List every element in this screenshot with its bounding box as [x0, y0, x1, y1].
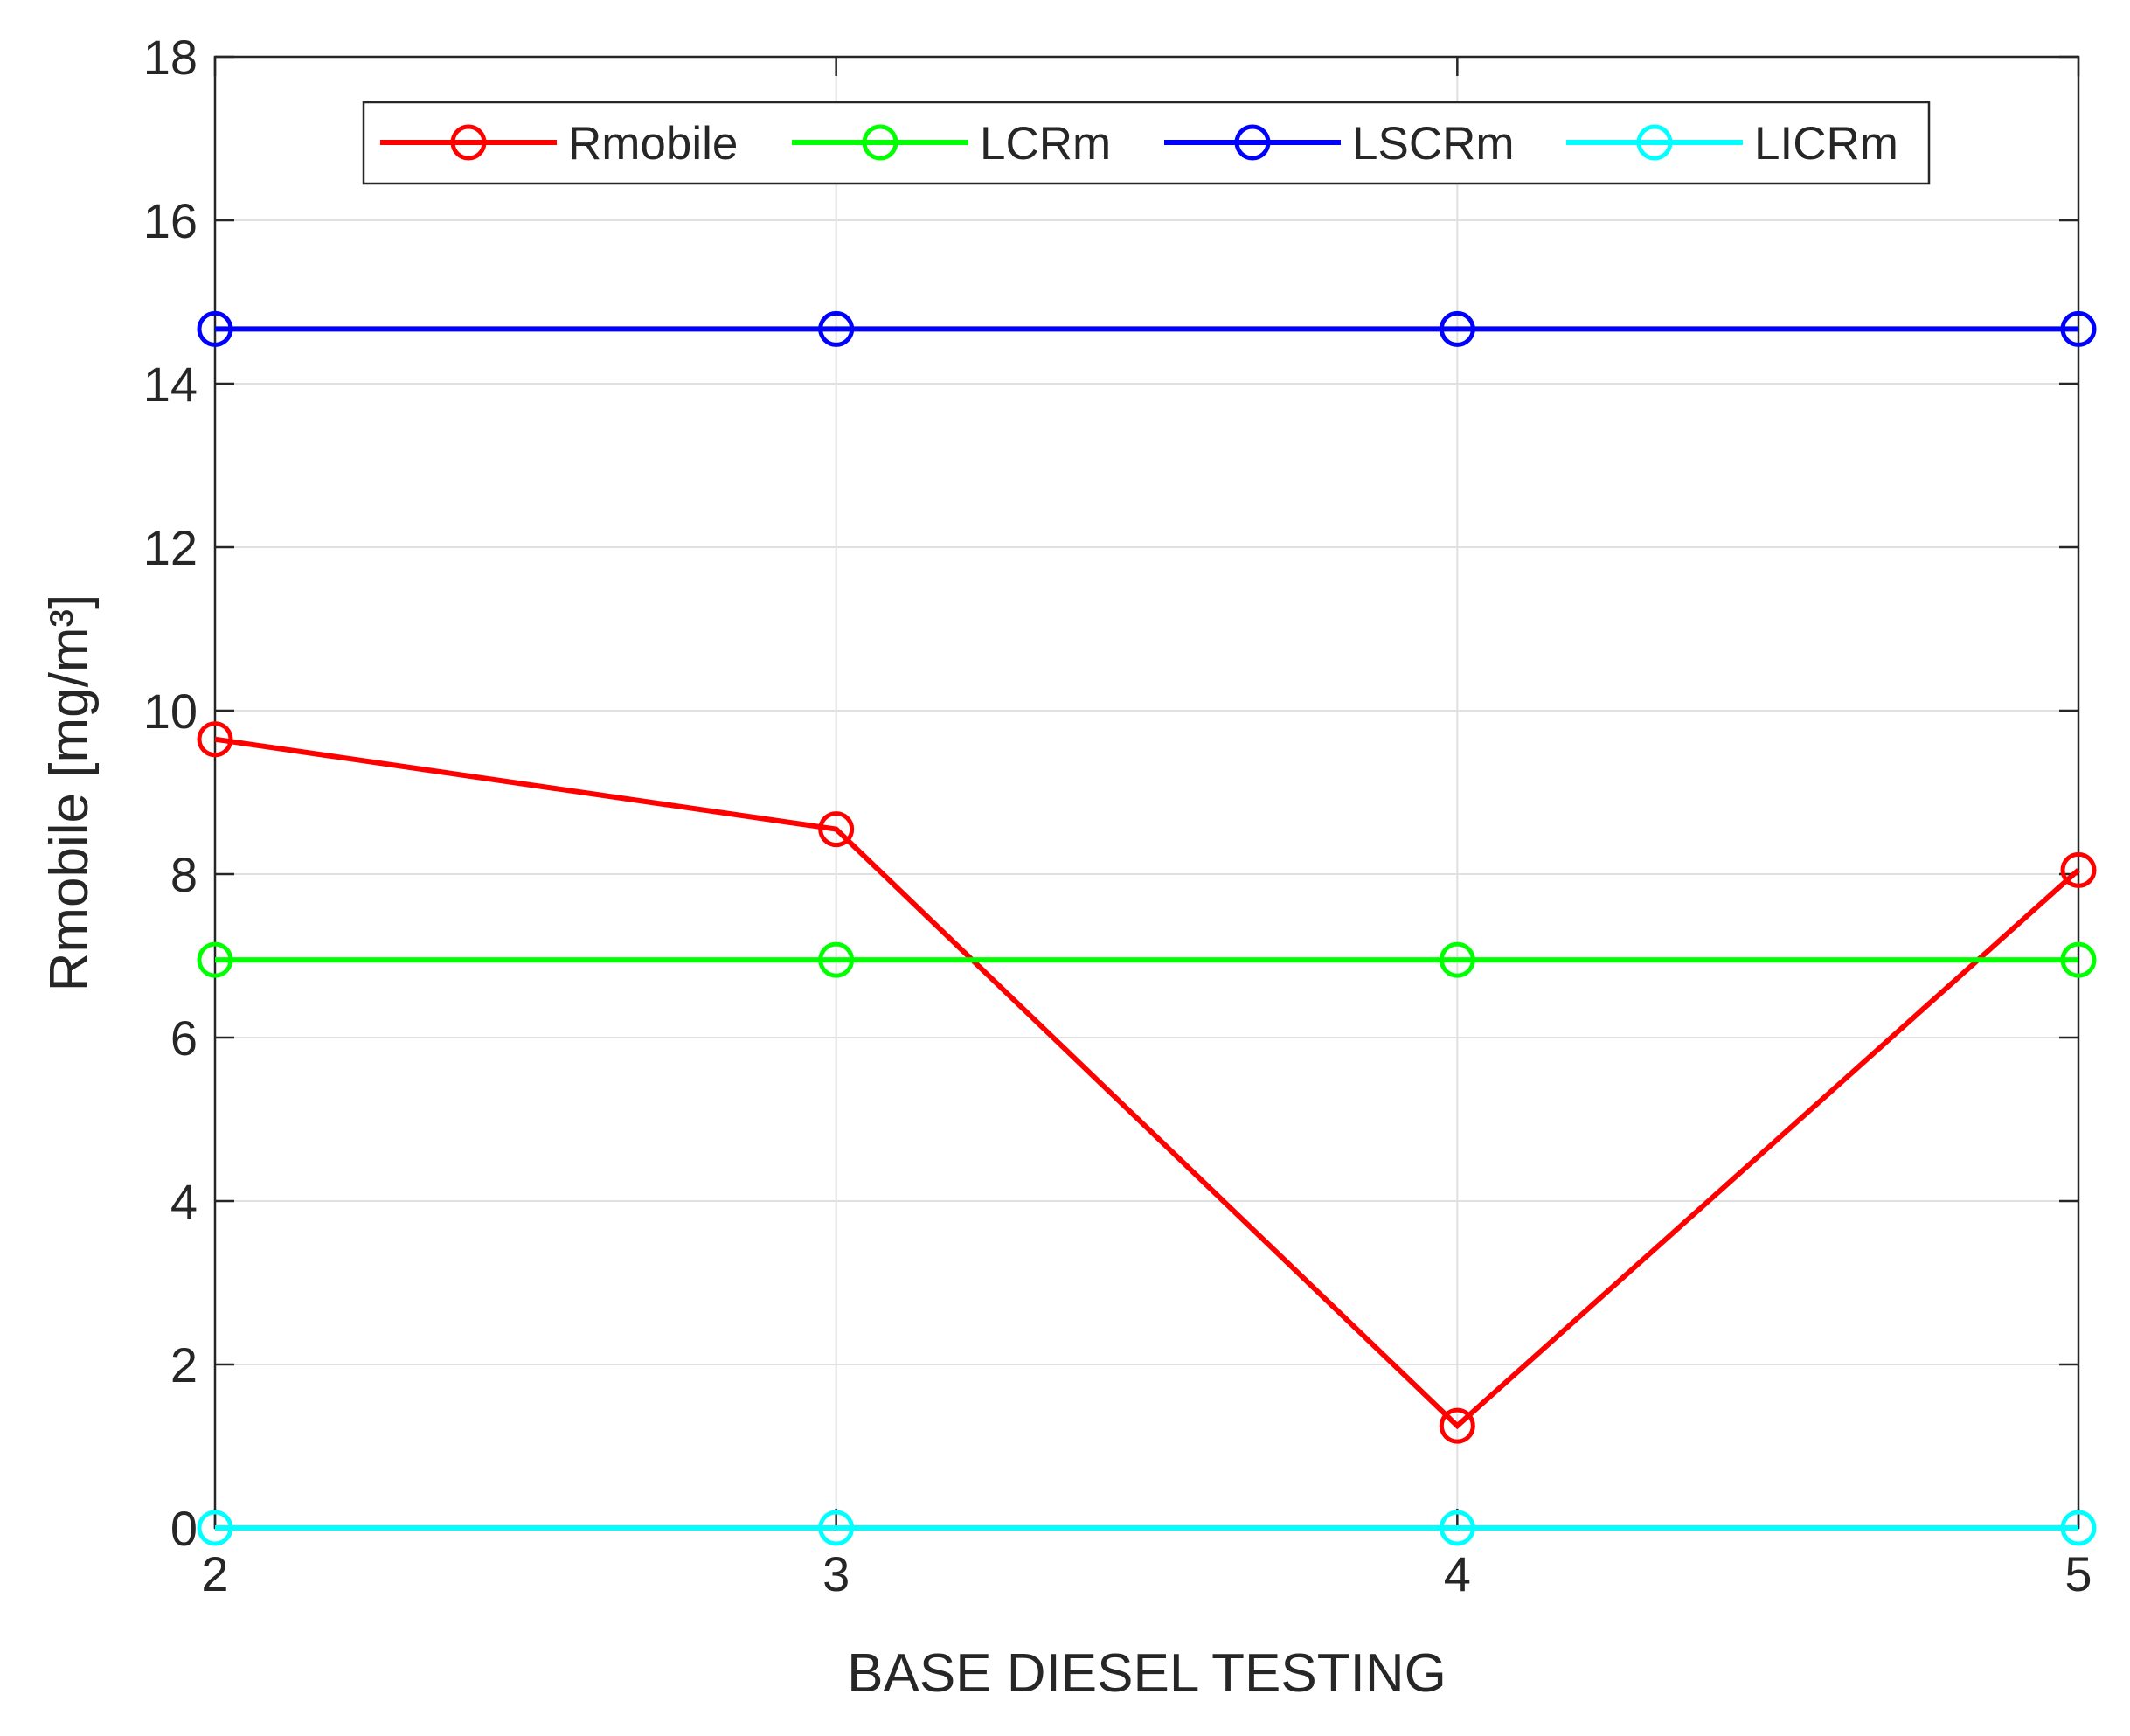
marker	[2060, 1510, 2097, 1546]
legend-marker	[1636, 124, 1673, 161]
y-tick-label: 4	[170, 1174, 198, 1229]
y-tick-label: 12	[143, 520, 198, 575]
marker	[1439, 310, 1475, 347]
marker	[197, 941, 233, 978]
y-tick-label: 6	[170, 1010, 198, 1066]
x-tick-label: 3	[822, 1546, 850, 1601]
marker	[818, 811, 855, 848]
legend-label: LICRm	[1754, 118, 1898, 170]
legend-label: LSCRm	[1352, 118, 1515, 170]
marker	[197, 1510, 233, 1546]
marker	[2060, 310, 2097, 347]
y-tick-label: 2	[170, 1337, 198, 1392]
x-tick-label: 4	[1444, 1546, 1471, 1601]
y-tick-label: 14	[143, 357, 198, 412]
marker	[2060, 851, 2097, 888]
x-tick-label: 5	[2064, 1546, 2092, 1601]
marker	[1439, 1510, 1475, 1546]
legend-marker	[450, 124, 487, 161]
y-axis-label: Rmobile [mg/m³]	[39, 594, 100, 992]
y-tick-label: 10	[143, 684, 198, 739]
legend-label: Rmobile	[568, 118, 738, 170]
marker	[818, 1510, 855, 1546]
x-axis-label: BASE DIESEL TESTING	[847, 1643, 1447, 1704]
marker	[818, 310, 855, 347]
marker	[1439, 1407, 1475, 1444]
marker	[1439, 941, 1475, 978]
plot-frame	[213, 55, 2080, 1530]
y-tick-label: 18	[143, 30, 198, 85]
x-tick-label: 2	[201, 1546, 228, 1601]
marker	[197, 310, 233, 347]
legend-marker	[1234, 124, 1271, 161]
legend: Rmobile LCRm LSCRm LICRm	[362, 101, 1931, 185]
legend-label: LCRm	[980, 118, 1111, 170]
series-line	[214, 736, 2081, 1430]
marker	[818, 941, 855, 978]
legend-marker	[862, 124, 898, 161]
marker	[197, 721, 233, 758]
y-tick-label: 16	[143, 193, 198, 248]
y-tick-label: 0	[170, 1501, 198, 1556]
y-tick-label: 8	[170, 847, 198, 902]
marker	[2060, 941, 2097, 978]
